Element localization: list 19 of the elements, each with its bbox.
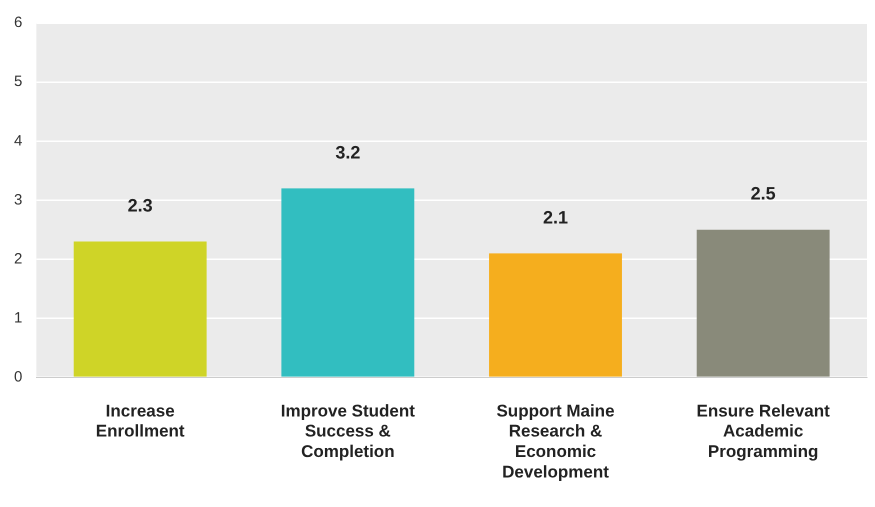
bar [281, 188, 414, 377]
data-label: 2.1 [542, 207, 568, 228]
x-tick-label: Ensure Relevant Academic Programming [696, 401, 830, 462]
data-label: 2.5 [750, 184, 776, 204]
bar [696, 230, 830, 377]
x-tick-label: Increase Enrollment [96, 401, 185, 441]
data-label: 3.2 [335, 142, 360, 162]
x-tick-label: Support Maine Research & Economic Development [496, 401, 615, 482]
x-tick-label: Improve Student Success & Completion [280, 401, 416, 462]
y-tick-label: 6 [14, 14, 22, 32]
bar [74, 242, 207, 377]
bar [489, 253, 622, 377]
y-tick-label: 2 [14, 250, 22, 268]
y-tick-label: 3 [14, 191, 22, 208]
y-tick-label: 4 [14, 132, 22, 150]
y-tick-label: 0 [14, 368, 22, 386]
y-tick-label: 5 [14, 73, 22, 90]
data-label: 2.3 [128, 196, 153, 216]
y-tick-label: 1 [14, 309, 22, 326]
